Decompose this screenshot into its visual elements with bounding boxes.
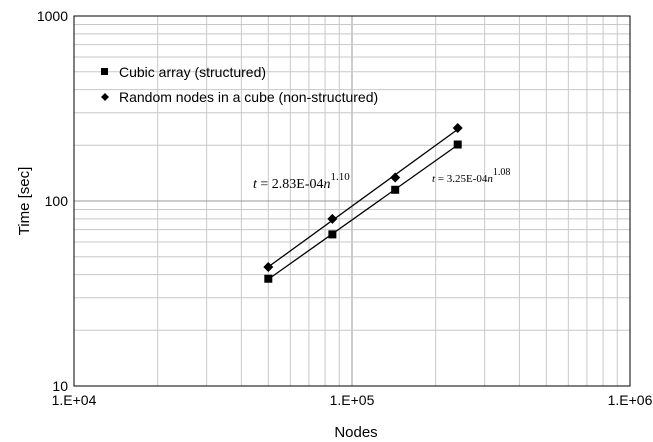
fit-equation-cubic: t = 3.25E-04n1.08: [432, 167, 510, 185]
data-point-square: [391, 185, 400, 194]
y-tick-labels: 10 100 1000: [37, 8, 68, 394]
grid: [74, 16, 630, 386]
y-tick-label: 100: [45, 193, 69, 209]
y-axis-title: Time [sec]: [16, 167, 33, 236]
data-point-diamond: [452, 123, 463, 134]
legend-label: Random nodes in a cube (non-structured): [119, 89, 378, 105]
data-point-diamond: [390, 172, 401, 183]
x-tick-label: 1.E+04: [52, 392, 97, 408]
x-axis-title: Nodes: [334, 424, 377, 441]
plot-frame: [73, 15, 631, 387]
legend-label: Cubic array (structured): [119, 64, 266, 80]
y-tick-label: 1000: [37, 8, 68, 24]
x-tick-labels: 1.E+04 1.E+05 1.E+06: [52, 392, 653, 408]
trend-line: [267, 128, 459, 268]
data-point-square: [453, 140, 462, 149]
data-point-diamond: [327, 213, 338, 224]
x-tick-label: 1.E+06: [608, 392, 653, 408]
legend: Cubic array (structured) Random nodes in…: [101, 64, 378, 105]
data-point-square: [264, 274, 273, 283]
y-tick-label: 10: [52, 378, 68, 394]
data-point-diamond: [263, 261, 274, 272]
legend-marker-diamond: [101, 93, 109, 101]
data-point-square: [328, 230, 337, 239]
x-tick-label: 1.E+05: [330, 392, 375, 408]
trend-line: [267, 144, 459, 280]
fit-equation-random: t = 2.83E-04n1.10: [253, 171, 350, 192]
legend-marker-square: [101, 68, 108, 75]
series-layer: [263, 123, 463, 283]
